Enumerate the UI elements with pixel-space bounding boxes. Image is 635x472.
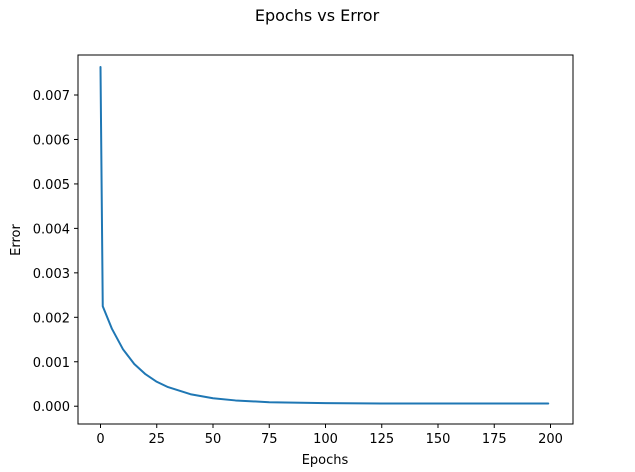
y-tick-label: 0.003	[33, 267, 70, 282]
x-tick-label: 50	[205, 432, 222, 447]
y-tick-label: 0.001	[33, 356, 70, 371]
series-lines	[99, 66, 550, 405]
y-axis-ticks: 0.000 0.001 0.002 0.003 0.004 0.005 0.006 0.007	[33, 89, 78, 415]
x-tick-label: 0	[96, 432, 104, 447]
chart-title: Epochs vs Error	[255, 6, 380, 25]
y-tick-label: 0.006	[33, 133, 70, 148]
x-tick-label: 175	[482, 432, 507, 447]
y-axis-label: Error	[9, 224, 24, 256]
x-axis-ticks: 0 25 50 75 100 125 150 175 200	[96, 424, 563, 447]
y-tick-label: 0.002	[33, 311, 70, 326]
plot-area: 0 25 50 75 100 125 150 175 200 0.0000.0010.0020.…	[33, 54, 574, 447]
y-tick-label: 0.005	[33, 178, 70, 193]
x-tick-label: 100	[313, 432, 338, 447]
x-tick-label: 125	[369, 432, 394, 447]
x-tick-label: 75	[261, 432, 278, 447]
y-tick-label: 0.004	[33, 222, 70, 237]
y-tick-label: 0.007	[33, 89, 70, 104]
x-tick-label: 150	[426, 432, 451, 447]
x-tick-label: 25	[148, 432, 165, 447]
x-tick-label: 200	[538, 432, 563, 447]
y-tick-label: 0.000	[33, 400, 70, 415]
x-axis-label: Epochs	[302, 453, 349, 468]
error-series-line	[99, 66, 550, 405]
